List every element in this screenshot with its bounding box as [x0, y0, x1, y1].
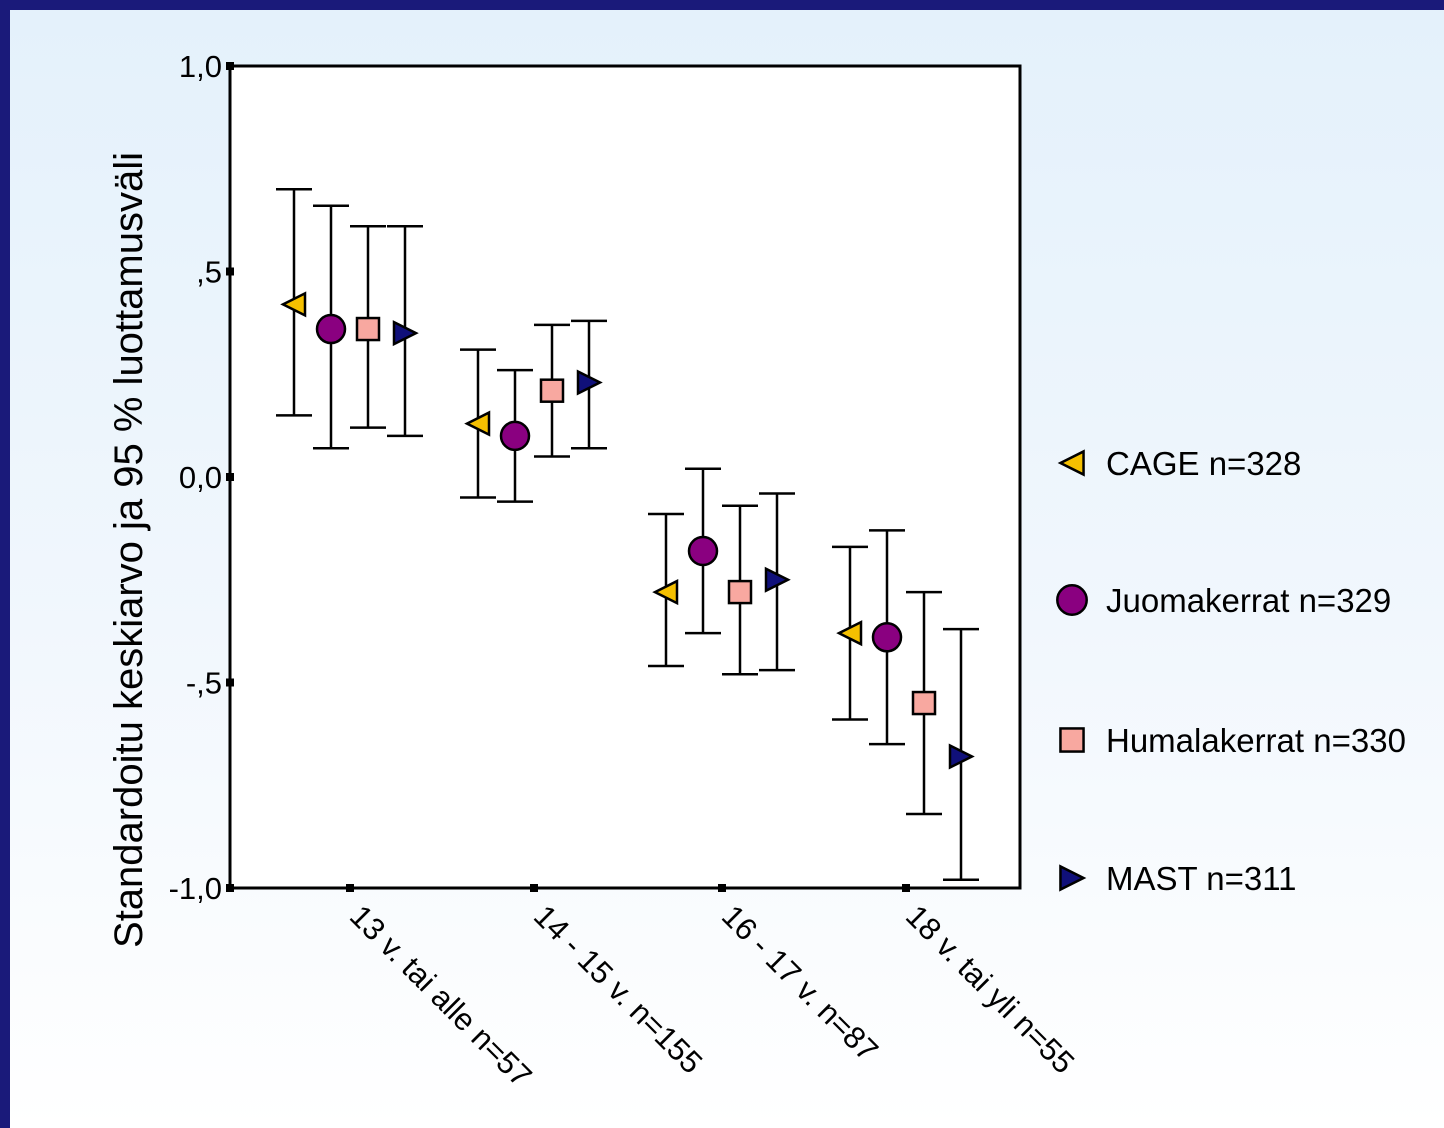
- legend-label: Juomakerrat n=329: [1106, 582, 1391, 619]
- legend-marker-cage: [1057, 449, 1085, 477]
- marker-cage: [280, 291, 307, 318]
- marker-juomakerrat: [687, 535, 719, 567]
- markers: [280, 291, 975, 770]
- y-tick-mark: [226, 62, 234, 70]
- x-category-label: 14 - 15 v. n=155: [527, 898, 709, 1080]
- y-tick-label: ,5: [196, 255, 222, 290]
- plot-frame: [228, 64, 1022, 890]
- marker-humalakerrat: [355, 316, 381, 342]
- marker-mast: [764, 566, 791, 593]
- marker-mast: [392, 320, 419, 347]
- marker-humalakerrat: [911, 690, 937, 716]
- y-tick-mark: [226, 678, 234, 687]
- legend-item-cage: CAGE n=328: [1057, 445, 1301, 482]
- legend-label: CAGE n=328: [1106, 445, 1301, 482]
- legend-label: MAST n=311: [1106, 860, 1296, 897]
- legend-marker-juomakerrat: [1056, 584, 1088, 616]
- y-tick-mark: [226, 267, 234, 276]
- x-tick-mark: [530, 884, 538, 892]
- marker-juomakerrat: [499, 420, 531, 452]
- marker-juomakerrat: [315, 313, 347, 345]
- legend: CAGE n=328 Juomakerrat n=329 Humalakerrat …: [1056, 445, 1406, 897]
- x-category-label: 13 v. tai alle n=57: [343, 898, 539, 1094]
- y-tick-mark: [226, 473, 234, 481]
- y-axis-label: Standardoitu keskiarvo ja 95 % luottamus…: [107, 152, 151, 948]
- x-tick-mark: [902, 884, 910, 892]
- marker-humalakerrat: [539, 378, 565, 403]
- legend-item-humalakerrat: Humalakerrat n=330: [1059, 722, 1406, 759]
- marker-mast: [948, 743, 975, 770]
- slide-background: 1,0 ,5 0,0 -,5 -1,0 13 v. tai alle n=57 14 - 1…: [10, 10, 1444, 1128]
- x-category-label: 16 - 17 v. n=87: [715, 898, 885, 1068]
- legend-item-juomakerrat: Juomakerrat n=329: [1056, 582, 1391, 619]
- legend-label: Humalakerrat n=330: [1106, 722, 1406, 759]
- marker-mast: [576, 369, 603, 396]
- legend-item-mast: MAST n=311: [1059, 860, 1296, 897]
- marker-juomakerrat: [871, 622, 903, 653]
- y-tick-mark: [226, 884, 234, 892]
- x-category-label: 18 v. tai yli n=55: [899, 898, 1081, 1080]
- legend-marker-humalakerrat: [1059, 727, 1085, 753]
- marker-cage: [464, 410, 491, 437]
- y-tick-label: 0,0: [179, 460, 222, 495]
- legend-marker-mast: [1059, 864, 1087, 892]
- y-tick-label: 1,0: [179, 49, 222, 84]
- y-tick-label: -1,0: [169, 871, 222, 906]
- x-tick-mark: [346, 884, 354, 892]
- marker-cage: [652, 579, 679, 606]
- marker-cage: [836, 620, 863, 647]
- marker-humalakerrat: [727, 579, 753, 605]
- x-tick-mark: [718, 884, 726, 892]
- y-tick-label: -,5: [186, 666, 222, 701]
